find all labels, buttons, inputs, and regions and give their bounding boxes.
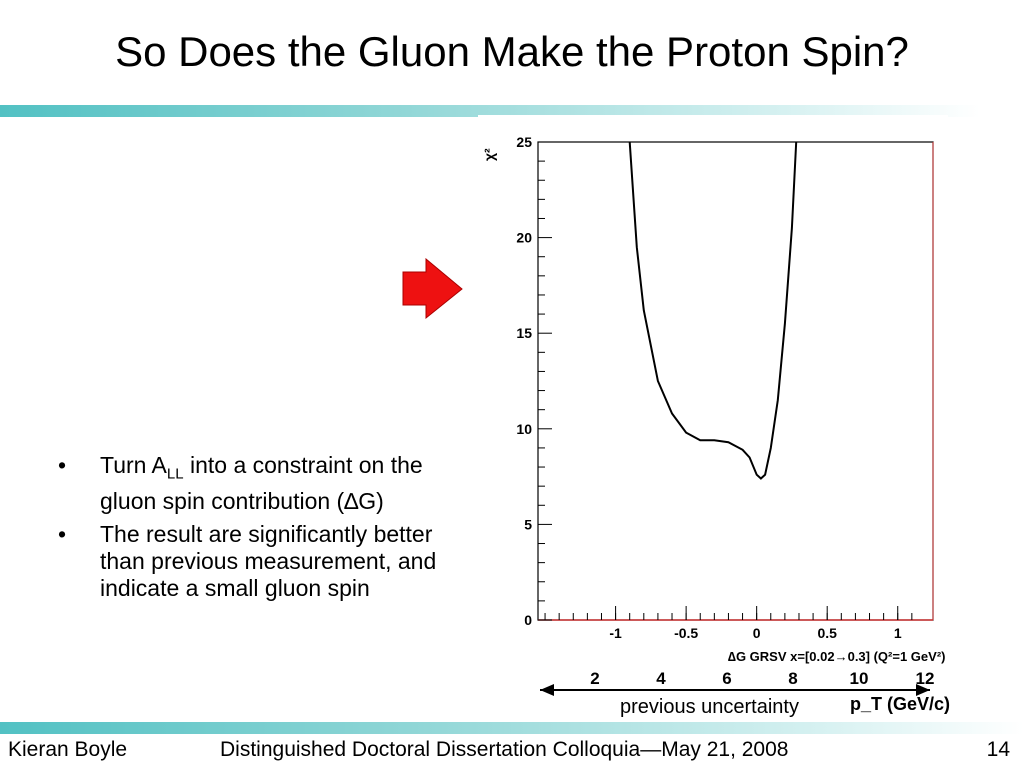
chi2-chart: 0 5 10 15 20 25 -1 -0.5 0 0.5 1 χ² ∆G GRSV x=[0.0… (478, 115, 948, 675)
previous-uncertainty-label: previous uncertainty (620, 696, 799, 718)
pt-ticks: 2 4 6 8 10 12 (590, 669, 934, 688)
x-tick-label: 1 (894, 625, 902, 641)
bullet-subscript: LL (166, 465, 184, 483)
y-axis-label: χ² (481, 148, 497, 161)
footer-divider-bar (0, 722, 1024, 734)
pt-tick-label: 6 (722, 669, 731, 688)
y-tick-label: 25 (516, 134, 532, 150)
y-tick-label: 20 (516, 230, 532, 246)
pt-axis-label: p_T (GeV/c) (850, 694, 951, 714)
y-tick-label: 5 (524, 516, 532, 532)
y-tick-label: 15 (516, 325, 532, 341)
bullet-text-post: into a constraint on the gluon spin cont… (100, 452, 423, 514)
x-tick-label: 0.5 (817, 625, 837, 641)
title-divider-bar (0, 105, 980, 117)
footer-page-number: 14 (986, 738, 1010, 761)
slide-title: So Does the Gluon Make the Proton Spin? (115, 28, 909, 75)
pt-tick-label: 2 (590, 669, 599, 688)
x-tick-label: -0.5 (674, 625, 698, 641)
bullet-item: • Turn ALL into a constraint on the gluo… (58, 452, 438, 515)
bullet-dot: • (58, 452, 67, 478)
footer-author: Kieran Boyle (8, 738, 128, 761)
chi2-curve (628, 141, 798, 480)
bullet-item: • The result are significantly better th… (58, 521, 438, 602)
y-tick-label: 10 (516, 421, 532, 437)
red-arrow-icon (402, 258, 463, 320)
chart-background (478, 115, 948, 675)
bullet-text-pre: Turn A (100, 452, 167, 478)
bullet-text: The result are significantly better than… (100, 520, 437, 601)
bullet-dot: • (58, 520, 67, 547)
x-axis-label: ∆G GRSV x=[0.02→0.3] (Q²=1 GeV²) (728, 649, 945, 664)
x-ticks: -1 -0.5 0 0.5 1 (544, 606, 913, 641)
y-ticks: 0 5 10 15 20 25 (516, 134, 552, 628)
y-tick-label: 0 (524, 612, 532, 628)
pt-axis: 2 4 6 8 10 12 (540, 669, 934, 696)
bullet-list: • Turn ALL into a constraint on the gluo… (58, 452, 438, 608)
pt-tick-label: 12 (916, 669, 935, 688)
footer-event: Distinguished Doctoral Dissertation Coll… (220, 738, 789, 761)
x-tick-label: -1 (609, 625, 622, 641)
arrow-right-icon (916, 684, 930, 696)
pt-tick-label: 4 (656, 669, 666, 688)
x-tick-label: 0 (753, 625, 761, 641)
arrow-left-icon (540, 684, 554, 696)
pt-tick-label: 8 (788, 669, 797, 688)
pt-tick-label: 10 (850, 669, 869, 688)
